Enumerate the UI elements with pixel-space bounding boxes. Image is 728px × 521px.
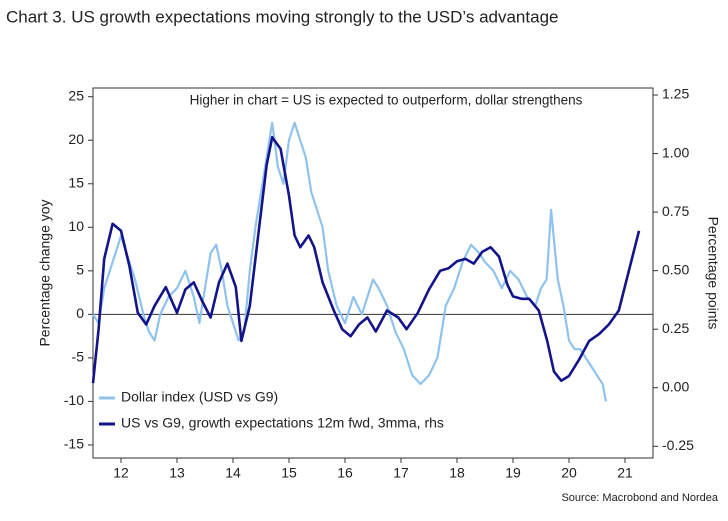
y-tick-label: 0 — [76, 305, 84, 321]
chart-title: Chart 3. US growth expectations moving s… — [6, 7, 558, 26]
x-tick-label: 16 — [337, 465, 353, 481]
plot-frame — [92, 87, 654, 459]
x-tick-label: 20 — [561, 465, 577, 481]
y-tick-label: 10 — [68, 218, 84, 234]
y2-tick-label: 1.25 — [662, 86, 689, 102]
y-axis-label: Percentage change yoy — [37, 199, 53, 346]
annotation: Higher in chart = US is expected to outp… — [190, 93, 583, 108]
y2-tick-label: 0.50 — [662, 261, 689, 277]
series-line — [92, 121, 608, 402]
series-line — [91, 135, 641, 384]
y-tick-label: -5 — [72, 349, 85, 365]
source: Source: Macrobond and Nordea — [561, 492, 718, 504]
y-tick-label: 25 — [68, 87, 84, 103]
x-tick-label: 15 — [281, 465, 297, 481]
legend-box — [96, 385, 456, 441]
x-tick-label: 18 — [449, 465, 465, 481]
y2-tick-label: 0.00 — [662, 378, 689, 394]
y2-axis-label: Percentage points — [705, 217, 721, 330]
x-tick-label: 14 — [225, 465, 241, 481]
y2-tick-label: 1.00 — [662, 144, 689, 160]
legend-label: US vs G9, growth expectations 12m fwd, 3… — [121, 415, 444, 431]
legend-label: Dollar index (USD vs G9) — [121, 389, 278, 405]
x-tick-label: 19 — [505, 465, 521, 481]
x-tick-label: 17 — [393, 465, 409, 481]
y-tick-label: 15 — [68, 174, 84, 190]
y-tick-label: 5 — [76, 262, 84, 278]
y2-tick-label: 0.25 — [662, 320, 689, 336]
y-tick-label: 20 — [68, 131, 84, 147]
y2-tick-label: 0.75 — [662, 203, 689, 219]
y2-tick-label: -0.25 — [662, 437, 694, 453]
y-tick-label: -10 — [64, 392, 84, 408]
x-tick-label: 21 — [617, 465, 633, 481]
x-tick-label: 12 — [113, 465, 129, 481]
x-tick-label: 13 — [169, 465, 185, 481]
y-tick-label: -15 — [64, 436, 84, 452]
